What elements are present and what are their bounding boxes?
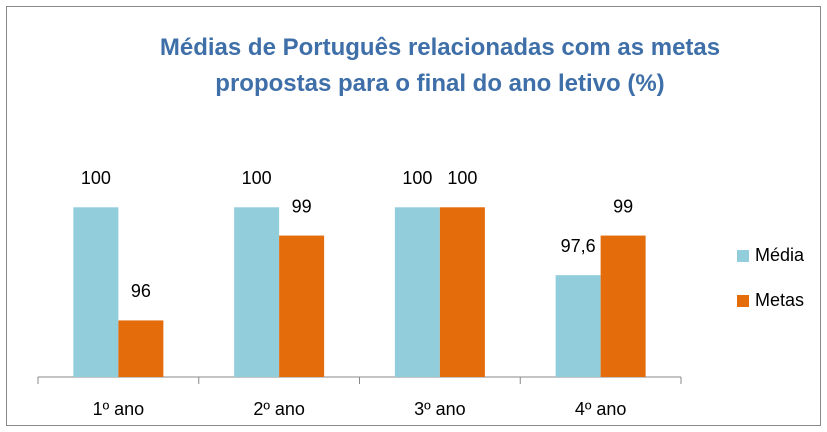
x-tick-label: 2º ano <box>253 399 305 419</box>
legend-swatch <box>737 295 749 307</box>
data-label: 100 <box>242 168 272 188</box>
x-tick-label: 1º ano <box>93 399 145 419</box>
bar <box>439 207 485 377</box>
x-tick-label: 3º ano <box>414 399 466 419</box>
bar <box>73 207 119 377</box>
legend-label: Média <box>755 245 805 265</box>
bar <box>118 320 164 377</box>
data-label: 97,6 <box>561 236 596 256</box>
data-label: 96 <box>131 281 151 301</box>
legend-label: Metas <box>755 290 804 310</box>
bar <box>279 235 325 377</box>
chart-title: Médias de Português relacionadas com as … <box>159 34 721 97</box>
data-label: 99 <box>292 196 312 216</box>
data-label: 100 <box>447 168 477 188</box>
data-label: 100 <box>81 168 111 188</box>
bar <box>555 275 601 377</box>
bar <box>394 207 440 377</box>
chart-border <box>6 6 821 426</box>
x-tick-label: 4º ano <box>575 399 627 419</box>
bar <box>234 207 280 377</box>
data-label: 99 <box>613 196 633 216</box>
legend-swatch <box>737 250 749 262</box>
bar <box>600 235 646 377</box>
data-label: 100 <box>402 168 432 188</box>
